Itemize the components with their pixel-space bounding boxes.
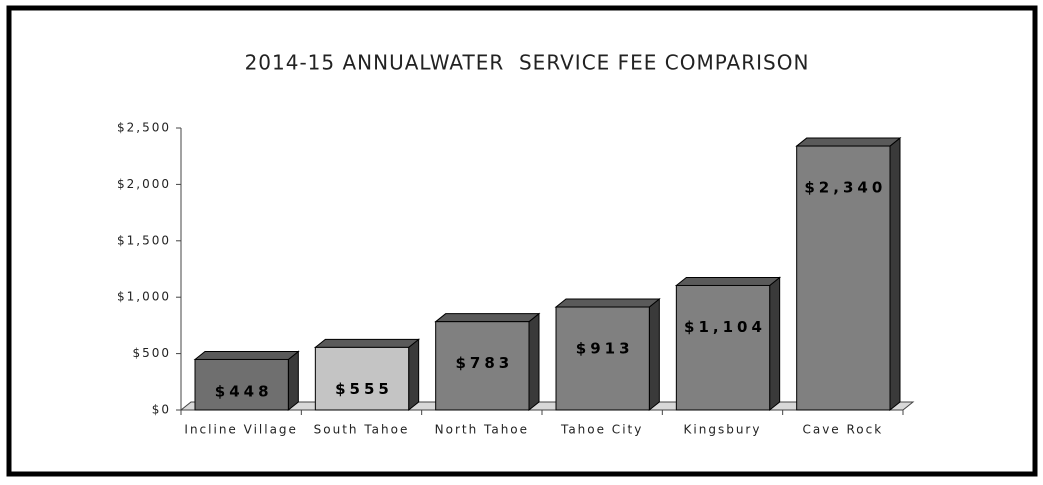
value-label: $448 [215,383,273,401]
value-label: $1,104 [684,318,766,336]
y-tick-label: $500 [132,346,171,360]
x-tick-label: Kingsbury [684,423,762,437]
bar-top [434,313,541,323]
bar-top [554,298,661,308]
bar-top [795,137,902,147]
bar-top [674,276,782,286]
bar-side [648,297,660,412]
bar [796,145,891,411]
bar-side [408,338,420,412]
x-tick-label: Incline Village [184,423,298,437]
x-tick-label: Tahoe City [560,423,643,437]
value-label: $2,340 [804,179,886,197]
chart-title: 2014-15 ANNUALWATER SERVICE FEE COMPARIS… [245,51,810,75]
y-tick-label: $1,500 [117,233,171,247]
bar-side [528,312,540,412]
bar [675,284,771,411]
value-label: $783 [455,354,513,372]
y-tick-label: $1,000 [117,290,171,304]
value-label: $913 [576,340,634,358]
y-tick-label: $2,000 [117,177,171,191]
bar [314,346,410,411]
bar-top [313,338,421,348]
value-label: $555 [335,380,393,398]
y-tick-label: $2,500 [117,121,171,135]
bar [435,321,530,411]
bar-side [769,276,781,412]
bar-top [193,350,300,360]
bar [194,358,289,411]
x-tick-label: Cave Rock [802,423,883,437]
bar-side [287,350,299,412]
x-tick-label: North Tahoe [435,423,529,437]
y-tick-label: $0 [152,403,171,417]
bar [555,306,650,411]
x-tick-label: South Tahoe [314,423,410,437]
bar-side [889,137,901,412]
